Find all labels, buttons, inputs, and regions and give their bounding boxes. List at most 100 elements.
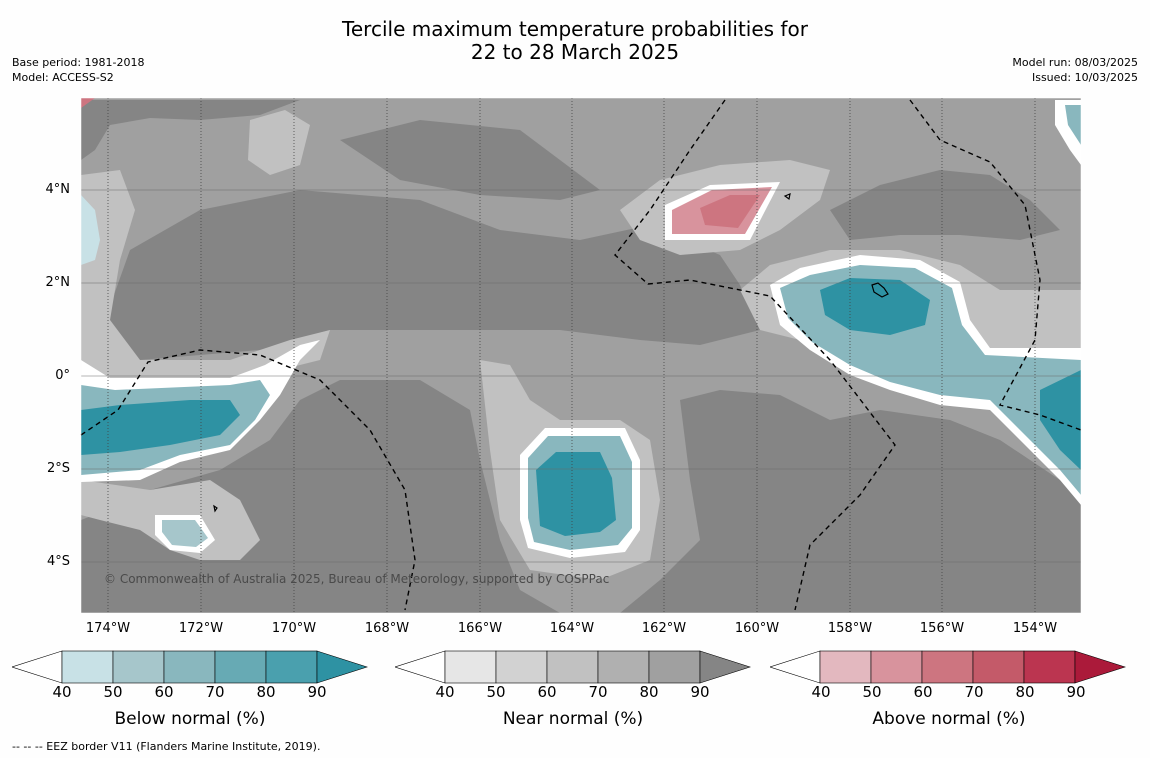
colorbar-swatch: [1023, 650, 1076, 684]
map-border: [80, 97, 1082, 614]
model-name: Model: ACCESS-S2: [12, 71, 114, 84]
colorbar-swatch: [265, 650, 318, 684]
base-period: Base period: 1981-2018: [12, 56, 145, 69]
colorbar-near-label: Near normal (%): [502, 709, 644, 729]
colorbar-swatch: [214, 650, 267, 684]
above-normal-region-north-core: [700, 195, 760, 228]
graticule: [81, 189, 1081, 563]
lon-label-154w: 154°W: [1012, 621, 1058, 636]
above-normal-region-nw-corner: [81, 98, 95, 108]
colorbar-above-tick: 80: [1015, 683, 1035, 701]
meta-right: Model run: 08/03/2025 Issued: 10/03/2025: [1012, 55, 1138, 85]
near-normal-80-band-east-south: [620, 390, 1081, 613]
colorbar-near-tick: 70: [588, 683, 608, 701]
meta-left: Base period: 1981-2018 Model: ACCESS-S2: [12, 55, 144, 85]
lon-label-164w: 164°W: [549, 621, 595, 636]
colorbar-below-tick: 50: [103, 683, 123, 701]
colorbar-swatch: [444, 650, 497, 684]
meridians: [107, 98, 1036, 613]
lon-label-156w: 156°W: [919, 621, 965, 636]
below-normal-region-east-core: [820, 278, 930, 335]
colorbar-above-tick: 70: [964, 683, 984, 701]
lat-label-4n: 4°N: [45, 182, 71, 197]
near-normal-60-patch-nw: [248, 110, 310, 175]
colorbar-above-tick: 60: [913, 683, 933, 701]
islands: [213, 193, 889, 513]
colorbar-arrow-high: [699, 650, 751, 684]
colorbar-below-tick: 80: [256, 683, 276, 701]
colorbar-swatch: [495, 650, 548, 684]
below-normal-region-ne-inner: [1065, 105, 1081, 145]
colorbar-below-normal: [12, 650, 370, 684]
colorbar-arrow-high: [316, 650, 368, 684]
colorbar-near-tick: 50: [486, 683, 506, 701]
colorbar-swatch: [61, 650, 114, 684]
colorbar-above-tick: 50: [862, 683, 882, 701]
colorbar-swatch: [648, 650, 701, 684]
lon-label-166w: 166°W: [457, 621, 503, 636]
near-normal-80-band-north: [81, 100, 300, 160]
colorbar-below-tick: 60: [154, 683, 174, 701]
colorbar-near-tick: 90: [690, 683, 710, 701]
eez-footnote: -- -- -- EEZ border V11 (Flanders Marine…: [12, 740, 321, 753]
lon-label-174w: 174°W: [85, 621, 131, 636]
colorbar-swatch: [112, 650, 165, 684]
eez-border-northeast: [909, 99, 1082, 431]
island-kiritimati: [871, 282, 889, 298]
colorbar-above-tick: 40: [811, 683, 831, 701]
colorbar-near-tick: 40: [435, 683, 455, 701]
eez-border-north: [614, 99, 896, 611]
colorbar-arrow-low: [395, 650, 446, 684]
colorbar-swatch: [921, 650, 974, 684]
below-normal-region-east-core-2: [1040, 370, 1081, 470]
issued-date: Issued: 10/03/2025: [1031, 71, 1138, 84]
colorbar-arrow-low: [770, 650, 821, 684]
near-normal-80-band-northeast: [830, 170, 1060, 240]
colorbar-near-tick: 80: [639, 683, 659, 701]
colorbar-above-normal: [770, 650, 1128, 684]
colorbar-near-tick: 60: [537, 683, 557, 701]
map-field: [81, 98, 1081, 613]
lon-label-168w: 168°W: [364, 621, 410, 636]
eez-border-west: [80, 349, 416, 611]
lat-label-equator: 0°: [55, 368, 70, 383]
colorbar-swatch: [163, 650, 216, 684]
title-line-1: Tercile maximum temperature probabilitie…: [342, 17, 808, 41]
colorbar-near-normal: [395, 650, 753, 684]
lon-label-170w: 170°W: [271, 621, 317, 636]
lat-label-2n: 2°N: [45, 275, 71, 290]
colorbar-swatch: [972, 650, 1025, 684]
lon-label-160w: 160°W: [734, 621, 780, 636]
below-normal-region-west-core: [81, 400, 240, 455]
eez-borders: [80, 99, 1082, 611]
colorbar-above-label: Above normal (%): [872, 709, 1026, 729]
colorbar-swatch: [819, 650, 872, 684]
model-run: Model run: 08/03/2025: [1012, 56, 1138, 69]
near-normal-80-band-central: [105, 190, 760, 360]
lon-label-158w: 158°W: [827, 621, 873, 636]
lat-label-2s: 2°S: [46, 461, 70, 476]
colorbar-below-label: Below normal (%): [114, 709, 266, 729]
colorbar-below-tick: 40: [52, 683, 72, 701]
colorbar-swatch: [870, 650, 923, 684]
colorbar-below-tick: 90: [307, 683, 327, 701]
island-small-north: [783, 193, 791, 201]
below-normal-region-sw-small-inner: [162, 520, 208, 547]
colorbar-swatch: [597, 650, 650, 684]
lon-label-162w: 162°W: [641, 621, 687, 636]
island-small-south: [213, 504, 218, 513]
below-normal-region-center-core: [536, 452, 616, 536]
colorbar-arrow-low: [12, 650, 63, 684]
title-line-2: 22 to 28 March 2025: [470, 40, 680, 64]
map-title: Tercile maximum temperature probabilitie…: [0, 18, 1150, 64]
lon-label-172w: 172°W: [178, 621, 224, 636]
colorbar-below-tick: 70: [205, 683, 225, 701]
near-normal-60-patch-west: [81, 170, 330, 385]
copyright-notice: © Commonwealth of Australia 2025, Bureau…: [104, 572, 610, 586]
near-normal-80-band-top: [340, 120, 600, 200]
colorbar-above-tick: 90: [1066, 683, 1086, 701]
lat-label-4s: 4°S: [46, 554, 70, 569]
colorbar-arrow-high: [1074, 650, 1126, 684]
below-normal-region-west-edge: [81, 195, 100, 265]
